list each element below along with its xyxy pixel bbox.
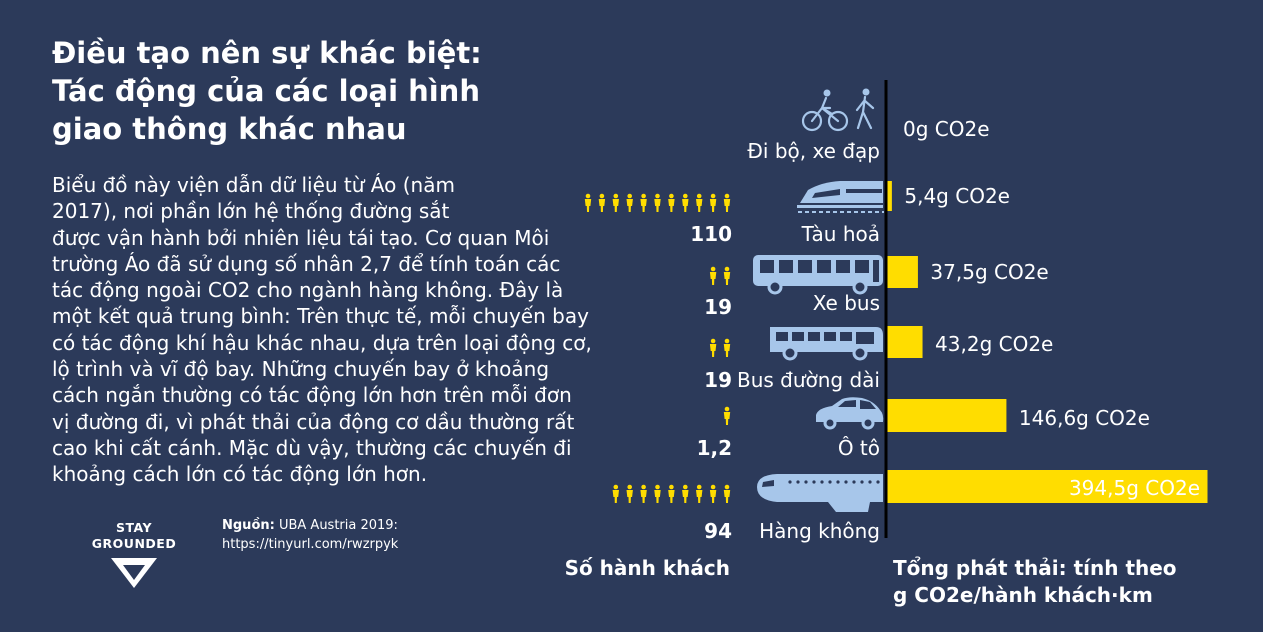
description-line: vị đường đi, vì phát thải của động cơ dầ… [52, 409, 575, 434]
description-text: Biểu đồ này viện dẫn dữ liệu từ Áo (năm … [52, 172, 652, 488]
category-label: Tàu hoả [801, 222, 880, 246]
description-line: lộ trình và vĩ độ bay. Những chuyến bay … [52, 357, 550, 382]
passenger-icon [723, 484, 731, 503]
passenger-icon [612, 193, 619, 212]
passenger-icon [654, 193, 661, 212]
passenger-icon [654, 484, 661, 503]
passenger-icon [682, 484, 689, 503]
train-icon [797, 181, 884, 213]
category-label: Ô tô [838, 436, 880, 460]
bar [887, 181, 892, 211]
x-axis-label: Tổng phát thải: tính theo [893, 556, 1177, 580]
stay-grounded-logo: STAY GROUNDED [74, 520, 194, 590]
source-text: UBA Austria 2019: [274, 518, 398, 533]
passenger-icon [709, 484, 717, 503]
passenger-count: 110 [690, 222, 732, 246]
category-label: Xe bus [813, 291, 880, 315]
logo-chevron-icon [111, 558, 157, 588]
passenger-icon [682, 193, 689, 212]
passenger-icon [709, 338, 717, 357]
description-line: có tác động khí hậu khác nhau, dựa trên … [52, 330, 592, 355]
source-line: Nguồn: UBA Austria 2019: [222, 516, 398, 535]
category-label: Đi bộ, xe đạp [747, 139, 880, 163]
passenger-icon [668, 193, 675, 212]
passenger-count: 1,2 [697, 436, 732, 460]
bar [887, 326, 923, 358]
coach-icon [770, 327, 883, 361]
description-line: một kết quả trung bình: Trên thực tế, mỗ… [52, 304, 589, 329]
page-title: Điều tạo nên sự khác biệt: Tác động của … [52, 34, 572, 148]
bar-value-label: 37,5g CO2e [930, 260, 1048, 284]
passenger-icon [696, 193, 703, 212]
bar [887, 256, 918, 288]
bar-value-label: 146,6g CO2e [1019, 406, 1150, 430]
logo-text-line: STAY [115, 520, 153, 535]
passenger-icon [723, 338, 731, 357]
passenger-count: 19 [704, 368, 732, 392]
title-line: Tác động của các loại hình [52, 74, 480, 108]
description-line: khoảng cách lớn có tác động lớn hơn. [52, 462, 428, 487]
passenger-icon [612, 484, 619, 503]
description-line: trường Áo đã sử dụng số nhân 2,7 để tính… [52, 251, 561, 276]
description-line: cao khi cất cánh. Mặc dù vậy, thường các… [52, 435, 572, 460]
passenger-icon [668, 484, 675, 503]
passenger-icon [723, 406, 731, 425]
logo-text-line: GROUNDED [91, 536, 177, 551]
description-line: tác động ngoài CO2 cho ngành hàng không.… [52, 278, 564, 303]
description-line: 2017), nơi phần lớn hệ thống đường sắt [52, 199, 450, 224]
description-line: cách ngắn thường có tác động lớn hơn trê… [52, 383, 572, 408]
passenger-icon [626, 193, 633, 212]
car-icon [816, 397, 884, 430]
passenger-icon [696, 484, 703, 503]
title-line: giao thông khác nhau [52, 112, 407, 146]
passenger-icon [709, 266, 717, 285]
passenger-icon [640, 484, 647, 503]
bar-value-label: 0g CO2e [903, 117, 990, 141]
passenger-icon [626, 484, 633, 503]
description-line: Biểu đồ này viện dẫn dữ liệu từ Áo (năm [52, 173, 455, 197]
passenger-axis-label: Số hành khách [565, 556, 730, 580]
bar [887, 399, 1007, 432]
passenger-icon [723, 266, 731, 285]
airplane-icon [757, 474, 883, 512]
bar-value-label: 5,4g CO2e [904, 184, 1010, 208]
bar-value-label: 43,2g CO2e [935, 332, 1053, 356]
passenger-count: 19 [704, 295, 732, 319]
category-label: Hàng không [759, 519, 880, 543]
walk-bicycle-icon [801, 88, 875, 132]
passenger-icon [598, 193, 606, 212]
bar-value-label: 394,5g CO2e [1069, 476, 1200, 500]
description-line: được vận hành bởi nhiên liệu tái tạo. Cơ… [52, 225, 550, 250]
passenger-icon [709, 193, 717, 212]
bus-icon [753, 255, 883, 295]
source-url[interactable]: https://tinyurl.com/rwzrpyk [222, 537, 399, 552]
title-line: Điều tạo nên sự khác biệt: [52, 36, 482, 70]
x-axis-label: g CO2e/hành khách·km [893, 583, 1153, 607]
passenger-icon [584, 193, 592, 212]
bar [887, 470, 1208, 503]
passenger-count: 94 [704, 519, 732, 543]
category-label: Bus đường dài [737, 368, 880, 392]
vehicle-icons [753, 88, 884, 512]
source-note: Nguồn: UBA Austria 2019: https://tinyurl… [222, 516, 398, 554]
source-label: Nguồn: [222, 518, 275, 533]
passenger-icon [723, 193, 731, 212]
chart-marks: 0g CO2e Đi bộ, xe đạp 5,4g CO2e Tàu hoả 110 3… [565, 80, 1208, 607]
passenger-icon [640, 193, 647, 212]
